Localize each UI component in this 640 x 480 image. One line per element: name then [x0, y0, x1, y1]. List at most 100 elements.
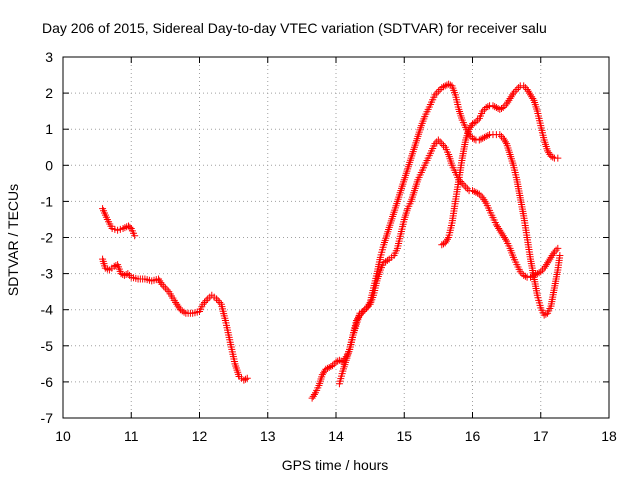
- data-point: [479, 134, 487, 142]
- data-point: [460, 181, 468, 189]
- series-track-a: [99, 205, 139, 240]
- data-point: [155, 275, 163, 283]
- data-point: [482, 104, 490, 112]
- data-point: [501, 138, 509, 146]
- data-point: [494, 223, 502, 231]
- data-point: [545, 149, 553, 157]
- data-point: [520, 82, 528, 90]
- plot-frame: [62, 56, 610, 419]
- data-point: [309, 392, 317, 400]
- y-tick-label: 1: [45, 121, 53, 137]
- grid: [63, 57, 609, 418]
- data-point: [441, 82, 449, 90]
- x-tick-label: 10: [55, 428, 71, 444]
- data-point: [431, 91, 439, 99]
- data-point: [175, 304, 183, 312]
- data-point: [325, 363, 333, 371]
- data-point: [554, 154, 562, 162]
- data-point: [445, 80, 453, 88]
- data-point: [214, 297, 222, 305]
- data-point: [180, 308, 188, 316]
- data-point: [480, 133, 488, 141]
- data-point: [550, 248, 558, 256]
- y-tick-label: -2: [41, 230, 54, 246]
- x-tick-label: 15: [396, 428, 412, 444]
- data-point: [158, 280, 166, 288]
- data-point: [173, 300, 181, 308]
- chart-title: Day 206 of 2015, Sidereal Day-to-day VTE…: [42, 20, 547, 36]
- data-point: [361, 306, 369, 314]
- data-point: [469, 187, 476, 195]
- data-point: [380, 259, 388, 267]
- data-point: [382, 258, 390, 266]
- data-point: [469, 120, 476, 128]
- data-point: [524, 87, 532, 95]
- data-point: [500, 234, 508, 241]
- data-point: [470, 135, 478, 143]
- data-point: [157, 279, 165, 287]
- data-point: [492, 221, 500, 229]
- data-point: [499, 134, 507, 142]
- data-point: [310, 391, 318, 399]
- x-tick-label: 11: [124, 428, 139, 444]
- y-tick-label: -3: [41, 266, 54, 282]
- data-point: [124, 270, 132, 278]
- data-point: [505, 96, 513, 104]
- data-point: [332, 358, 340, 366]
- data-point: [541, 262, 549, 270]
- y-axis-label: SDTVAR / TECUs: [5, 184, 21, 296]
- data-point: [495, 224, 503, 232]
- data-point: [544, 259, 552, 267]
- data-point: [243, 374, 251, 382]
- data-point: [122, 271, 130, 279]
- data-point: [501, 235, 509, 243]
- data-point: [431, 140, 439, 148]
- data-point: [363, 304, 371, 312]
- data-point: [199, 300, 207, 308]
- data-point: [472, 118, 480, 126]
- data-point: [529, 95, 537, 103]
- y-tick-label: -4: [41, 302, 54, 318]
- data-point: [491, 103, 499, 111]
- data-point: [337, 357, 345, 365]
- data-point: [527, 91, 535, 99]
- data-point: [472, 188, 480, 196]
- data-point: [549, 250, 557, 258]
- data-point: [504, 98, 512, 106]
- data-point: [117, 270, 125, 278]
- data-point: [323, 364, 331, 372]
- data-point: [352, 317, 360, 325]
- data-point: [492, 104, 500, 112]
- data-point: [475, 190, 483, 198]
- y-tick-label: -5: [41, 338, 54, 354]
- data-point: [552, 246, 560, 254]
- data-point: [533, 270, 541, 278]
- data-point: [439, 141, 447, 149]
- data-point: [500, 136, 508, 144]
- data-point: [329, 362, 337, 370]
- data-point: [515, 84, 523, 92]
- y-tick-label: 0: [45, 157, 53, 173]
- data-point: [213, 295, 221, 303]
- data-point: [359, 308, 367, 316]
- data-point: [364, 302, 372, 310]
- data-point: [202, 297, 210, 305]
- data-point: [358, 309, 366, 317]
- data-point: [549, 153, 557, 161]
- data-point: [523, 85, 531, 93]
- data-point: [474, 116, 482, 124]
- data-point: [458, 179, 466, 187]
- data-point: [496, 105, 504, 113]
- data-point: [503, 100, 511, 108]
- data-point: [126, 223, 134, 231]
- data-point: [507, 93, 515, 101]
- data-point: [308, 394, 316, 402]
- data-point: [383, 256, 391, 264]
- data-point: [434, 87, 442, 95]
- data-point: [356, 311, 364, 319]
- data-point: [484, 132, 492, 140]
- data-point: [178, 307, 186, 315]
- data-point: [538, 266, 546, 274]
- x-tick-label: 13: [260, 428, 276, 444]
- data-point: [322, 365, 330, 373]
